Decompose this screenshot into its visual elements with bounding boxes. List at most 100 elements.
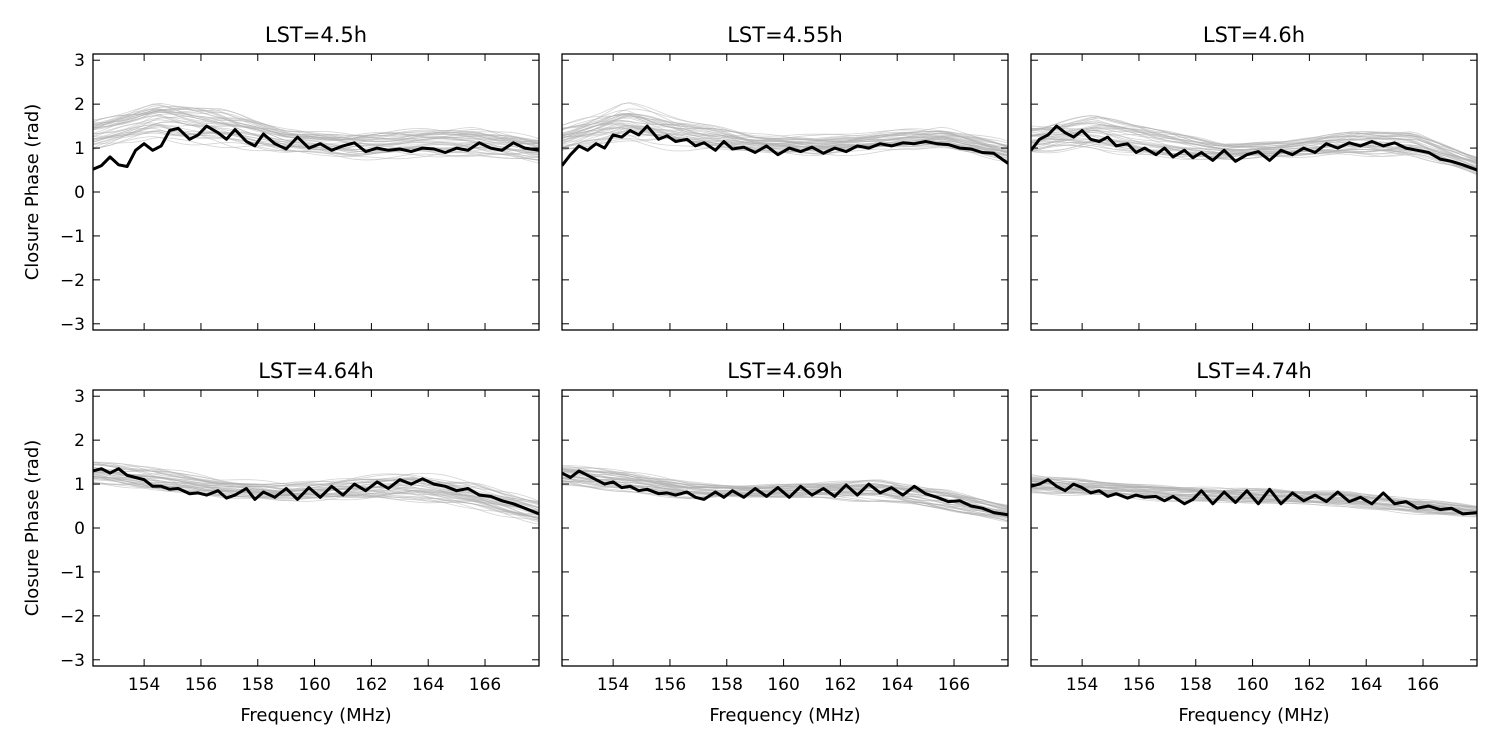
panel-1: −3 −2 −1 0 1 2 3 LST=4.5h Closure Phase (rad): [22, 23, 540, 335]
background-series-line: [562, 474, 1008, 514]
background-series-line: [93, 105, 539, 141]
background-series-line: [93, 468, 539, 508]
y-tick-label: 3: [74, 51, 85, 71]
x-tick-label: 158: [242, 675, 274, 695]
panel-title: LST=4.69h: [727, 359, 843, 383]
axes-frame: [1030, 53, 1478, 331]
axes-frame: [561, 389, 1009, 667]
panel-3: LST=4.6h: [1030, 23, 1478, 331]
x-tick-label: 154: [597, 675, 629, 695]
panel-2: LST=4.55h: [561, 23, 1009, 331]
y-tick-label: −1: [60, 227, 85, 247]
main-series-line: [1031, 124, 1477, 172]
background-series-line: [1031, 144, 1477, 174]
y-tick-label: 1: [74, 139, 85, 159]
background-series-line: [1031, 130, 1477, 168]
axes-frame: [561, 53, 1009, 331]
background-series-group: [93, 102, 539, 164]
x-tick-label: 156: [654, 675, 686, 695]
x-tick-label: 160: [1236, 675, 1268, 695]
x-tick-label: 166: [1407, 675, 1439, 695]
background-series-line: [1031, 127, 1477, 164]
background-series-line: [93, 479, 539, 518]
background-series-line: [562, 482, 1008, 520]
background-series-line: [93, 108, 539, 145]
x-tick-label: 160: [767, 675, 799, 695]
x-tick-label: 164: [881, 675, 913, 695]
x-axis-label: Frequency (MHz): [240, 705, 391, 726]
panel-title: LST=4.55h: [727, 23, 843, 47]
background-series-line: [562, 102, 1008, 142]
background-series-line: [1031, 115, 1477, 159]
main-series-line: [562, 469, 1008, 517]
main-series-line: [93, 124, 539, 171]
panel-6: 154 156 158 160 162 164 166 LST=4.74h Frequency …: [1030, 359, 1478, 726]
background-series-group: [562, 102, 1008, 163]
main-series-line: [1031, 478, 1477, 516]
main-series-line: [562, 124, 1008, 167]
background-series-group: [1031, 115, 1477, 176]
background-series-line: [93, 471, 539, 516]
x-tick-label: 162: [355, 675, 387, 695]
x-tick-label: 162: [824, 675, 856, 695]
background-series-group: [1031, 474, 1477, 518]
x-tick-label: 164: [412, 675, 444, 695]
y-axis-label: Closure Phase (rad): [22, 104, 43, 281]
x-tick-label: 154: [128, 675, 160, 695]
y-tick-label: 2: [74, 431, 85, 451]
x-axis-label: Frequency (MHz): [1178, 705, 1329, 726]
panel-title: LST=4.64h: [258, 359, 374, 383]
y-tick-label: 1: [74, 475, 85, 495]
panel-title: LST=4.5h: [265, 23, 367, 47]
background-series-line: [562, 108, 1008, 146]
background-series-line: [562, 132, 1008, 159]
background-series-line: [93, 109, 539, 145]
main-series-line: [93, 467, 539, 516]
background-series-line: [562, 119, 1008, 151]
panel-title: LST=4.74h: [1196, 359, 1312, 383]
x-axis-label: Frequency (MHz): [709, 705, 860, 726]
background-series-line: [562, 114, 1008, 147]
axes-frame: [92, 389, 540, 667]
background-series-line: [93, 463, 539, 503]
y-tick-label: 0: [74, 519, 85, 539]
panel-title: LST=4.6h: [1203, 23, 1305, 47]
background-series-line: [562, 124, 1008, 156]
background-series-line: [93, 124, 539, 154]
axes-frame: [1030, 389, 1478, 667]
background-series-line: [93, 109, 539, 147]
y-tick-label: −1: [60, 563, 85, 583]
panel-5: 154 156 158 160 162 164 166 LST=4.69h Frequency …: [561, 359, 1009, 726]
panel-4: −3 −2 −1 0 1 2 3 154 156 158 160 162 164 166 LST=4.64h…: [22, 359, 540, 726]
x-tick-label: 164: [1350, 675, 1382, 695]
y-tick-label: 3: [74, 387, 85, 407]
background-series-line: [93, 111, 539, 145]
y-tick-label: −3: [60, 651, 85, 671]
x-tick-label: 160: [298, 675, 330, 695]
x-tick-label: 166: [469, 675, 501, 695]
x-tick-label: 158: [711, 675, 743, 695]
y-tick-label: 0: [74, 183, 85, 203]
background-series-line: [93, 136, 539, 164]
axes-frame: [92, 53, 540, 331]
background-series-line: [562, 109, 1008, 148]
background-series-line: [93, 481, 539, 519]
background-series-line: [1031, 474, 1477, 508]
background-series-line: [1031, 121, 1477, 161]
background-series-line: [93, 114, 539, 147]
background-series-line: [562, 467, 1008, 507]
x-tick-label: 158: [1180, 675, 1212, 695]
y-tick-label: −3: [60, 315, 85, 335]
background-series-line: [93, 122, 539, 154]
y-axis-label: Closure Phase (rad): [22, 440, 43, 617]
y-tick-label: 2: [74, 95, 85, 115]
background-series-line: [1031, 123, 1477, 163]
x-tick-label: 154: [1066, 675, 1098, 695]
y-tick-label: −2: [60, 271, 85, 291]
y-tick-label: −2: [60, 607, 85, 627]
background-series-line: [562, 477, 1008, 516]
background-series-line: [1031, 141, 1477, 173]
x-tick-label: 166: [938, 675, 970, 695]
x-tick-label: 156: [185, 675, 217, 695]
